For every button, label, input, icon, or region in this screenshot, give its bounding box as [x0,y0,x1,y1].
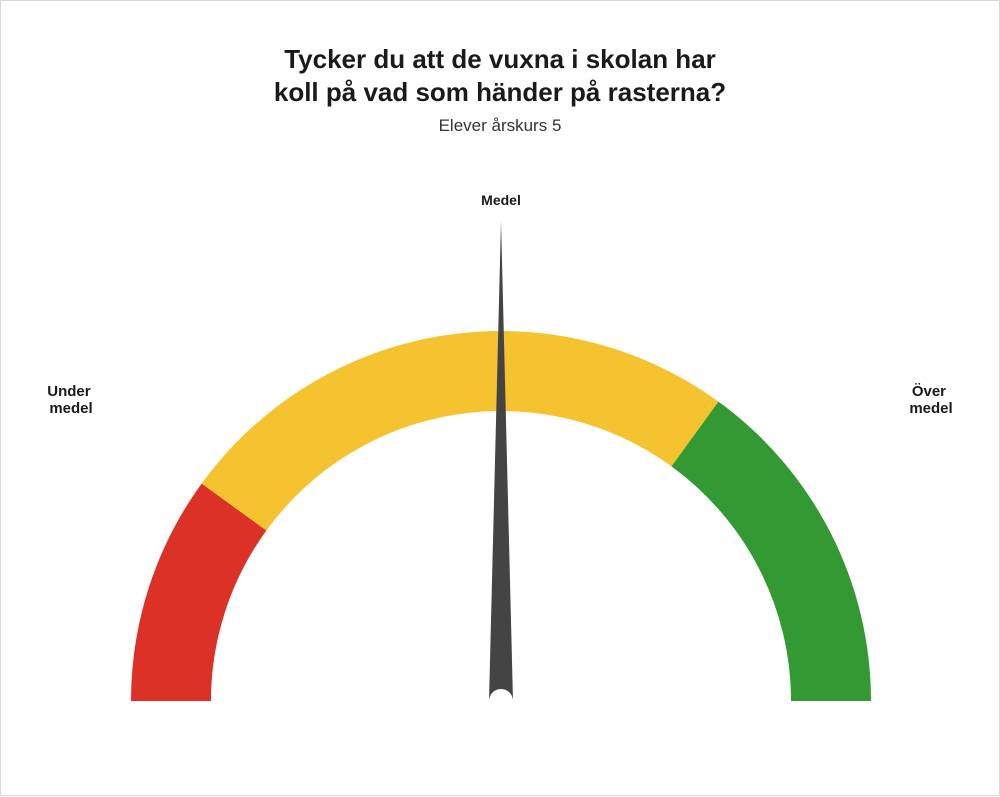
label-over-medel: Över medel [909,383,952,417]
gauge-needle-pointer [489,221,513,701]
chart-frame: Tycker du att de vuxna i skolan har koll… [0,0,1000,796]
label-under-medel: Under medel [47,383,95,417]
gauge-needle [489,221,513,701]
gauge-segment-under-medel [131,484,266,701]
label-medel: Medel [481,192,521,208]
gauge-segment-over-medel [671,402,871,701]
gauge-segment-medel [202,331,719,531]
gauge-chart: Under medel Medel Över medel [1,1,1000,797]
